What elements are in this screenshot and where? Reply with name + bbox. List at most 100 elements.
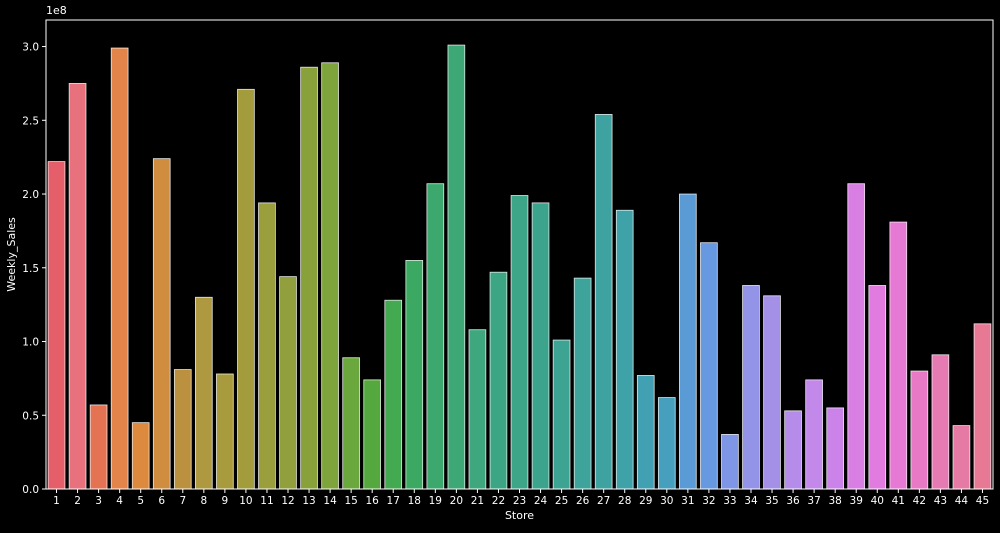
x-tick-label: 15 xyxy=(344,495,357,507)
x-tick-label: 36 xyxy=(786,495,800,507)
x-axis-label: Store xyxy=(505,509,534,522)
y-tick-label: 1.0 xyxy=(22,337,39,349)
bar-store-19 xyxy=(426,183,445,490)
bar-store-39 xyxy=(847,183,866,490)
bar-store-30 xyxy=(657,397,676,490)
bar-store-38 xyxy=(826,407,844,490)
bar-store-41 xyxy=(889,221,908,490)
x-tick-label: 31 xyxy=(681,495,694,507)
x-axis: 1 2 3 4 5 6 7 8 9 10 11 12 13 14 15 16 17 18 19 20 21 22 23 24 2… xyxy=(53,489,989,507)
bar-store-31 xyxy=(679,193,697,490)
bar-store-33 xyxy=(721,434,739,490)
bar-store-4 xyxy=(110,47,129,490)
x-tick-label: 27 xyxy=(597,495,610,507)
bar-store-9 xyxy=(216,373,234,490)
x-tick-label: 16 xyxy=(366,495,380,507)
bar-store-3 xyxy=(89,404,108,490)
y-tick-label: 1.5 xyxy=(22,263,39,275)
x-tick-label: 9 xyxy=(222,495,229,507)
x-tick-label: 25 xyxy=(555,495,568,507)
bar-store-10 xyxy=(237,88,255,490)
bar-store-43 xyxy=(931,354,950,490)
bar-store-32 xyxy=(700,242,718,490)
bar-store-40 xyxy=(868,285,887,490)
bar-store-29 xyxy=(636,375,655,490)
x-tick-label: 7 xyxy=(179,495,186,507)
bar-store-17 xyxy=(384,299,403,490)
x-tick-label: 20 xyxy=(450,495,463,507)
x-tick-label: 17 xyxy=(387,495,400,507)
bar-store-28 xyxy=(615,209,634,490)
x-tick-label: 38 xyxy=(828,495,841,507)
x-tick-label: 45 xyxy=(976,495,989,507)
y-tick-label: 2.5 xyxy=(22,115,39,127)
x-tick-label: 41 xyxy=(892,495,905,507)
bar-store-35 xyxy=(763,295,781,490)
y-tick-label: 0.5 xyxy=(22,410,39,422)
y-tick-label: 0.0 xyxy=(22,484,39,496)
x-tick-label: 3 xyxy=(95,495,102,507)
x-tick-label: 6 xyxy=(158,495,165,507)
y-tick-label: 2.0 xyxy=(22,189,39,201)
bar-store-18 xyxy=(405,259,424,490)
x-tick-label: 4 xyxy=(116,495,123,507)
x-tick-label: 1 xyxy=(53,495,60,507)
x-tick-label: 43 xyxy=(934,495,947,507)
bar-store-6 xyxy=(152,158,171,490)
bar-store-13 xyxy=(300,66,318,490)
x-tick-label: 23 xyxy=(513,495,526,507)
x-tick-label: 44 xyxy=(955,495,969,507)
x-tick-label: 39 xyxy=(850,495,863,507)
y-tick-label: 3.0 xyxy=(22,42,39,54)
bar-store-25 xyxy=(552,339,571,490)
bar-store-5 xyxy=(131,422,150,490)
bar-store-36 xyxy=(784,410,802,490)
x-tick-label: 22 xyxy=(492,495,505,507)
x-tick-label: 19 xyxy=(429,495,442,507)
x-tick-label: 30 xyxy=(660,495,673,507)
y-axis-label: Weekly_Sales xyxy=(5,217,18,292)
x-tick-label: 35 xyxy=(765,495,778,507)
bar-store-44 xyxy=(952,425,971,490)
bar-store-21 xyxy=(468,329,487,490)
bar-store-1 xyxy=(47,161,66,490)
x-tick-label: 24 xyxy=(534,495,548,507)
x-tick-label: 8 xyxy=(200,495,207,507)
x-tick-label: 13 xyxy=(302,495,315,507)
bar-store-23 xyxy=(510,195,529,490)
bar-store-22 xyxy=(489,271,508,490)
bar-store-42 xyxy=(910,370,929,490)
x-tick-label: 26 xyxy=(576,495,590,507)
bar-store-16 xyxy=(363,379,382,490)
x-tick-label: 34 xyxy=(744,495,758,507)
y-axis: 0.0 0.5 1.0 1.5 2.0 2.5 3.0 xyxy=(22,42,46,496)
x-tick-label: 10 xyxy=(239,495,252,507)
x-tick-label: 21 xyxy=(471,495,484,507)
bar-store-34 xyxy=(742,285,760,490)
x-tick-label: 28 xyxy=(618,495,631,507)
x-tick-label: 37 xyxy=(807,495,820,507)
x-tick-label: 42 xyxy=(913,495,926,507)
bar-store-14 xyxy=(321,62,339,490)
x-tick-label: 11 xyxy=(260,495,273,507)
bar-store-8 xyxy=(195,296,213,490)
bar-store-12 xyxy=(279,276,297,490)
x-tick-label: 12 xyxy=(281,495,294,507)
x-tick-label: 40 xyxy=(871,495,884,507)
bar-store-20 xyxy=(447,44,466,490)
x-tick-label: 32 xyxy=(702,495,715,507)
bar-store-11 xyxy=(258,202,276,490)
bar-store-27 xyxy=(594,113,613,490)
bar-store-26 xyxy=(573,277,592,490)
x-tick-label: 14 xyxy=(323,495,337,507)
x-tick-label: 2 xyxy=(74,495,81,507)
bar-store-7 xyxy=(173,369,192,490)
bar-store-24 xyxy=(531,202,550,490)
bar-store-37 xyxy=(805,379,823,490)
x-tick-label: 29 xyxy=(639,495,652,507)
x-tick-label: 18 xyxy=(408,495,421,507)
x-tick-label: 33 xyxy=(723,495,736,507)
bar-store-15 xyxy=(342,357,360,490)
